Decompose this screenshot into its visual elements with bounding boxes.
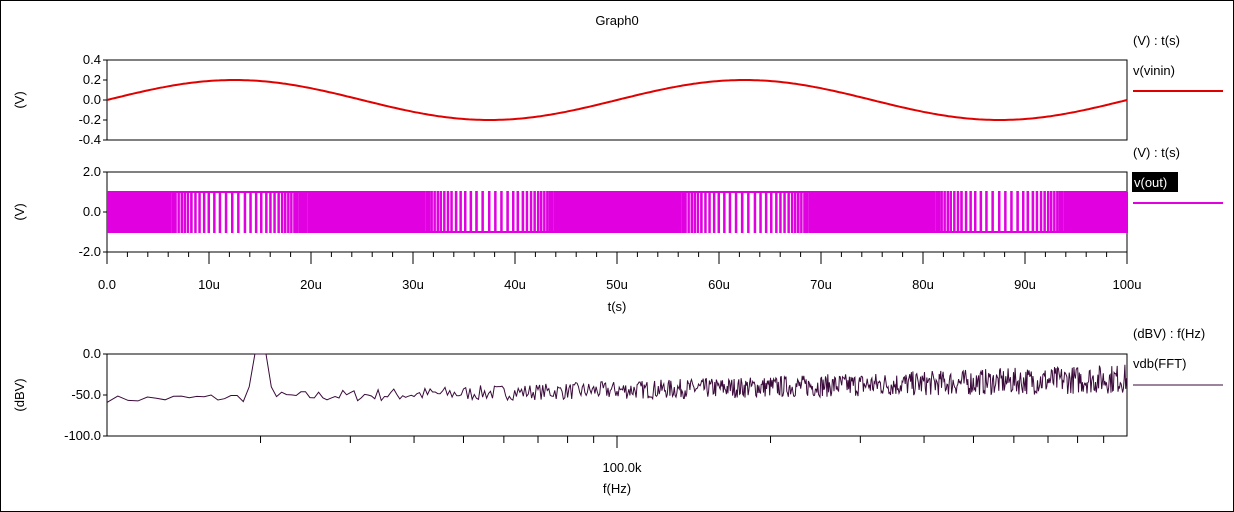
graph-title: Graph0	[595, 13, 638, 28]
x-tick-label: 40u	[504, 277, 526, 292]
y-tick-label: -0.4	[79, 132, 101, 147]
y-tick-label: 0.0	[83, 204, 101, 219]
y-tick-label: 0.2	[83, 72, 101, 87]
plot-area-fft[interactable]	[106, 353, 1128, 437]
x-axis-label-time: t(s)	[608, 299, 627, 314]
x-tick-label: 10u	[198, 277, 220, 292]
x-tick-label: 50u	[606, 277, 628, 292]
y-tick-label: 0.4	[83, 52, 101, 67]
y-ticks-vinin: 0.4 0.2 0.0 -0.2 -0.4	[79, 52, 107, 147]
x-tick-label: 100.0k	[602, 460, 642, 475]
y-ticks-fft: 0.0 -50.0 -100.0	[64, 346, 107, 443]
units-label-fft: (dBV) : f(Hz)	[1133, 326, 1205, 341]
legend-label-out[interactable]: v(out)	[1134, 175, 1167, 190]
x-tick-label: 30u	[402, 277, 424, 292]
y-tick-label: 0.0	[83, 92, 101, 107]
legend-highlight-out	[1132, 172, 1178, 192]
units-label-vinin: (V) : t(s)	[1133, 33, 1180, 48]
y-tick-label: -50.0	[71, 387, 101, 402]
x-tick-label: 20u	[300, 277, 322, 292]
units-label-out: (V) : t(s)	[1133, 145, 1180, 160]
x-ticks-time: 0.0 10u 20u 30u 40u 50u 60u 70u 80u 90u 100u	[98, 252, 1142, 292]
panel-vinin: (V) : t(s) v(vinin) (V) 0.4 0.2 0.0 -0.2 -0.…	[12, 33, 1223, 147]
x-tick-label: 80u	[912, 277, 934, 292]
x-ticks-frequency: 100.0k	[260, 436, 1105, 475]
x-tick-label: 90u	[1014, 277, 1036, 292]
x-tick-label: 70u	[810, 277, 832, 292]
y-tick-label: -100.0	[64, 428, 101, 443]
y-tick-label: -0.2	[79, 112, 101, 127]
series-line-out	[107, 191, 1128, 233]
panel-fft: (dBV) : f(Hz) vdb(FFT) (dBV) 0.0 -50.0 -10…	[12, 326, 1223, 496]
x-tick-label: 100u	[1113, 277, 1142, 292]
y-tick-label: -2.0	[79, 244, 101, 259]
x-tick-label: 60u	[708, 277, 730, 292]
y-tick-label: 2.0	[83, 164, 101, 179]
y-axis-label-vinin: (V)	[12, 91, 27, 108]
legend-label-vinin[interactable]: v(vinin)	[1133, 63, 1175, 78]
series-line-fft	[106, 353, 1127, 403]
x-axis-label-frequency: f(Hz)	[603, 481, 631, 496]
panel-out: (V) : t(s) v(out) (V) 2.0 0.0 -2.0 0.0 10u 2…	[12, 145, 1223, 314]
y-ticks-out: 2.0 0.0 -2.0	[79, 164, 107, 259]
series-line-vinin	[106, 79, 1128, 121]
x-tick-label: 0.0	[98, 277, 116, 292]
y-tick-label: 0.0	[83, 346, 101, 361]
legend-label-fft[interactable]: vdb(FFT)	[1133, 356, 1186, 371]
y-axis-label-out: (V)	[12, 203, 27, 220]
y-axis-label-fft: (dBV)	[12, 378, 27, 411]
